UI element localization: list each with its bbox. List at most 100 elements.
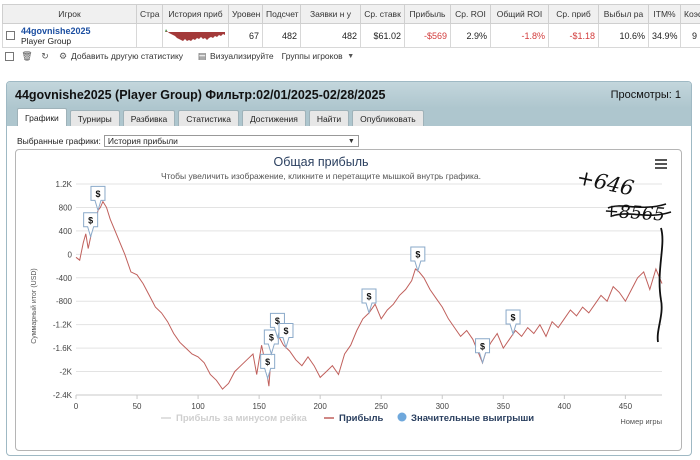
profit-chart[interactable]: Общая прибыль Чтобы увеличить изображени… [15,149,682,451]
y-tick-label: 1.2K [56,180,73,189]
tab-tournaments[interactable]: Турниры [69,110,120,126]
x-tick-label: 350 [497,402,511,411]
refresh-icon[interactable]: ↻ [41,50,49,61]
profit-history-cell [162,23,229,48]
player-panel: 44govnishe2025 (Player Group) Фильтр:02/… [6,81,692,456]
tab-charts[interactable]: Графики [17,108,67,126]
tab-statistics[interactable]: Статистика [178,110,239,126]
x-tick-label: 50 [133,402,142,411]
svg-text:$: $ [283,326,288,336]
svg-text:$: $ [265,357,270,367]
col-header-player[interactable]: Игрок [2,4,137,24]
svg-text:$: $ [480,341,485,351]
y-axis-ticks: 1.2K 800 400 0 -400 -800 -1.2K -1.6K -2K -2.4K [53,180,73,400]
add-stats-label: Добавить другую статистику [71,51,184,61]
entries-cell: 482 [300,23,361,48]
col-header-avg-stake[interactable]: Ср. ставк [360,4,405,24]
big-win-flag[interactable]: $ [475,338,491,365]
early-out-cell: 10.6% [598,23,649,48]
legend-item-big-wins[interactable]: Значительные выигрыши [411,413,534,424]
x-axis-label: Номер игры [620,417,662,426]
x-tick-label: 100 [191,402,205,411]
col-header-coef[interactable]: Коэф [680,4,700,24]
tab-publish[interactable]: Опубликовать [352,110,424,126]
chart-legend: Прибыль за минусом рейка Прибыль Значитель… [161,412,534,424]
big-win-flag[interactable]: $ [410,246,426,273]
x-tick-label: 250 [375,402,389,411]
level-cell: 67 [228,23,263,48]
legend-item-profit[interactable]: Прибыль [339,413,383,424]
big-win-flag[interactable]: $ [278,323,294,350]
selected-charts-label: Выбранные графики: [17,136,101,146]
y-tick-label: -2.4K [53,391,73,400]
y-tick-label: 400 [59,227,73,236]
player-groups-dropdown[interactable]: Группы игроков ▼ [282,51,356,61]
legend-item-rake[interactable]: Прибыль за минусом рейка [176,413,307,424]
col-header-country[interactable]: Стра [136,4,163,24]
y-tick-label: -2K [60,368,73,377]
chart-select[interactable]: История прибыли ▼ [103,135,359,147]
chart-select-value: История прибыли [107,136,178,146]
profit-cell: -$569 [404,23,451,48]
col-header-total-roi[interactable]: Общий ROI [490,4,549,24]
stats-table: Игрок Стра История приб Уровен Подсчет З… [2,4,700,48]
tab-achievements[interactable]: Достижения [241,110,306,126]
player-name-link[interactable]: 44govnishe2025 [21,25,91,36]
big-win-flag[interactable]: $ [505,309,521,336]
chart-selector-row: Выбранные графики: История прибыли ▼ [17,135,359,147]
delete-icon[interactable]: 🗑 [21,50,33,61]
svg-text:$: $ [511,313,516,323]
profit-chart-svg[interactable]: Общая прибыль Чтобы увеличить изображени… [16,150,683,452]
y-tick-label: -400 [56,274,73,283]
x-tick-label: 400 [558,402,572,411]
menu-icon[interactable] [655,159,667,169]
player-groups-label: Группы игроков [281,51,343,61]
gear-icon: ⚙ [58,50,68,61]
x-tick-label: 0 [74,402,79,411]
avg-stake-cell: $61.02 [360,23,405,48]
col-header-entries[interactable]: Заявки н у [300,4,361,24]
avg-roi-cell: 2.9% [450,23,491,48]
y-tick-label: 0 [68,250,73,259]
annotation-crossed-value: +8565 [603,200,665,225]
add-stats-button[interactable]: ⚙ Добавить другую статистику [58,50,184,62]
tab-find[interactable]: Найти [308,110,350,126]
player-cell[interactable]: 44govnishe2025 Player Group [2,23,137,48]
x-tick-label: 450 [619,402,633,411]
visualize-label: Визуализируйте [210,51,274,61]
visualize-button[interactable]: ▤ Визуализируйте [197,50,274,62]
table-row[interactable]: 44govnishe2025 Player Group 67 482 482 $… [2,23,700,48]
player-group-label: Player Group [21,35,72,46]
coef-cell: 9 [680,23,700,48]
col-header-level[interactable]: Уровен [228,4,263,24]
select-all-checkbox[interactable] [4,51,14,61]
big-win-flag[interactable]: $ [260,353,276,381]
panel-title: 44govnishe2025 (Player Group) Фильтр:02/… [15,88,386,102]
legend-swatch-big-wins [397,412,407,422]
row-checkbox[interactable] [6,31,15,40]
col-header-profit[interactable]: Прибыль [404,4,451,24]
col-header-count[interactable]: Подсчет [262,4,301,24]
big-win-flag[interactable]: $ [361,288,377,315]
itm-cell: 34.9% [648,23,681,48]
col-header-avg-profit[interactable]: Ср. приб [548,4,599,24]
table-toolbar: 🗑 ↻ ⚙ Добавить другую статистику ▤ Визуа… [4,49,356,63]
x-axis-ticks: 0 50 100 150 200 250 300 350 400 450 [74,395,633,411]
big-win-flag[interactable]: $ [90,185,106,213]
x-tick-label: 300 [436,402,450,411]
tab-breakdown[interactable]: Разбивка [122,110,176,126]
big-win-markers: $$$$$$$$$$ [83,185,521,381]
panel-tabs: Графики Турниры Разбивка Статистика Дост… [7,108,691,126]
chart-icon: ▤ [197,50,207,61]
y-tick-label: -800 [56,297,73,306]
chart-series [75,200,663,390]
col-header-itm[interactable]: ITM% [648,4,681,24]
big-win-flag[interactable]: $ [263,329,279,356]
col-header-avg-roi[interactable]: Ср. ROI [450,4,491,24]
col-header-early-out[interactable]: Выбыл ра [598,4,649,24]
handwritten-annotation: +646 +8565 [575,165,672,343]
big-win-flag[interactable]: $ [83,212,99,239]
x-tick-label: 150 [252,402,266,411]
col-header-profit-history[interactable]: История приб [162,4,229,24]
views-counter: Просмотры: 1 [610,89,681,101]
